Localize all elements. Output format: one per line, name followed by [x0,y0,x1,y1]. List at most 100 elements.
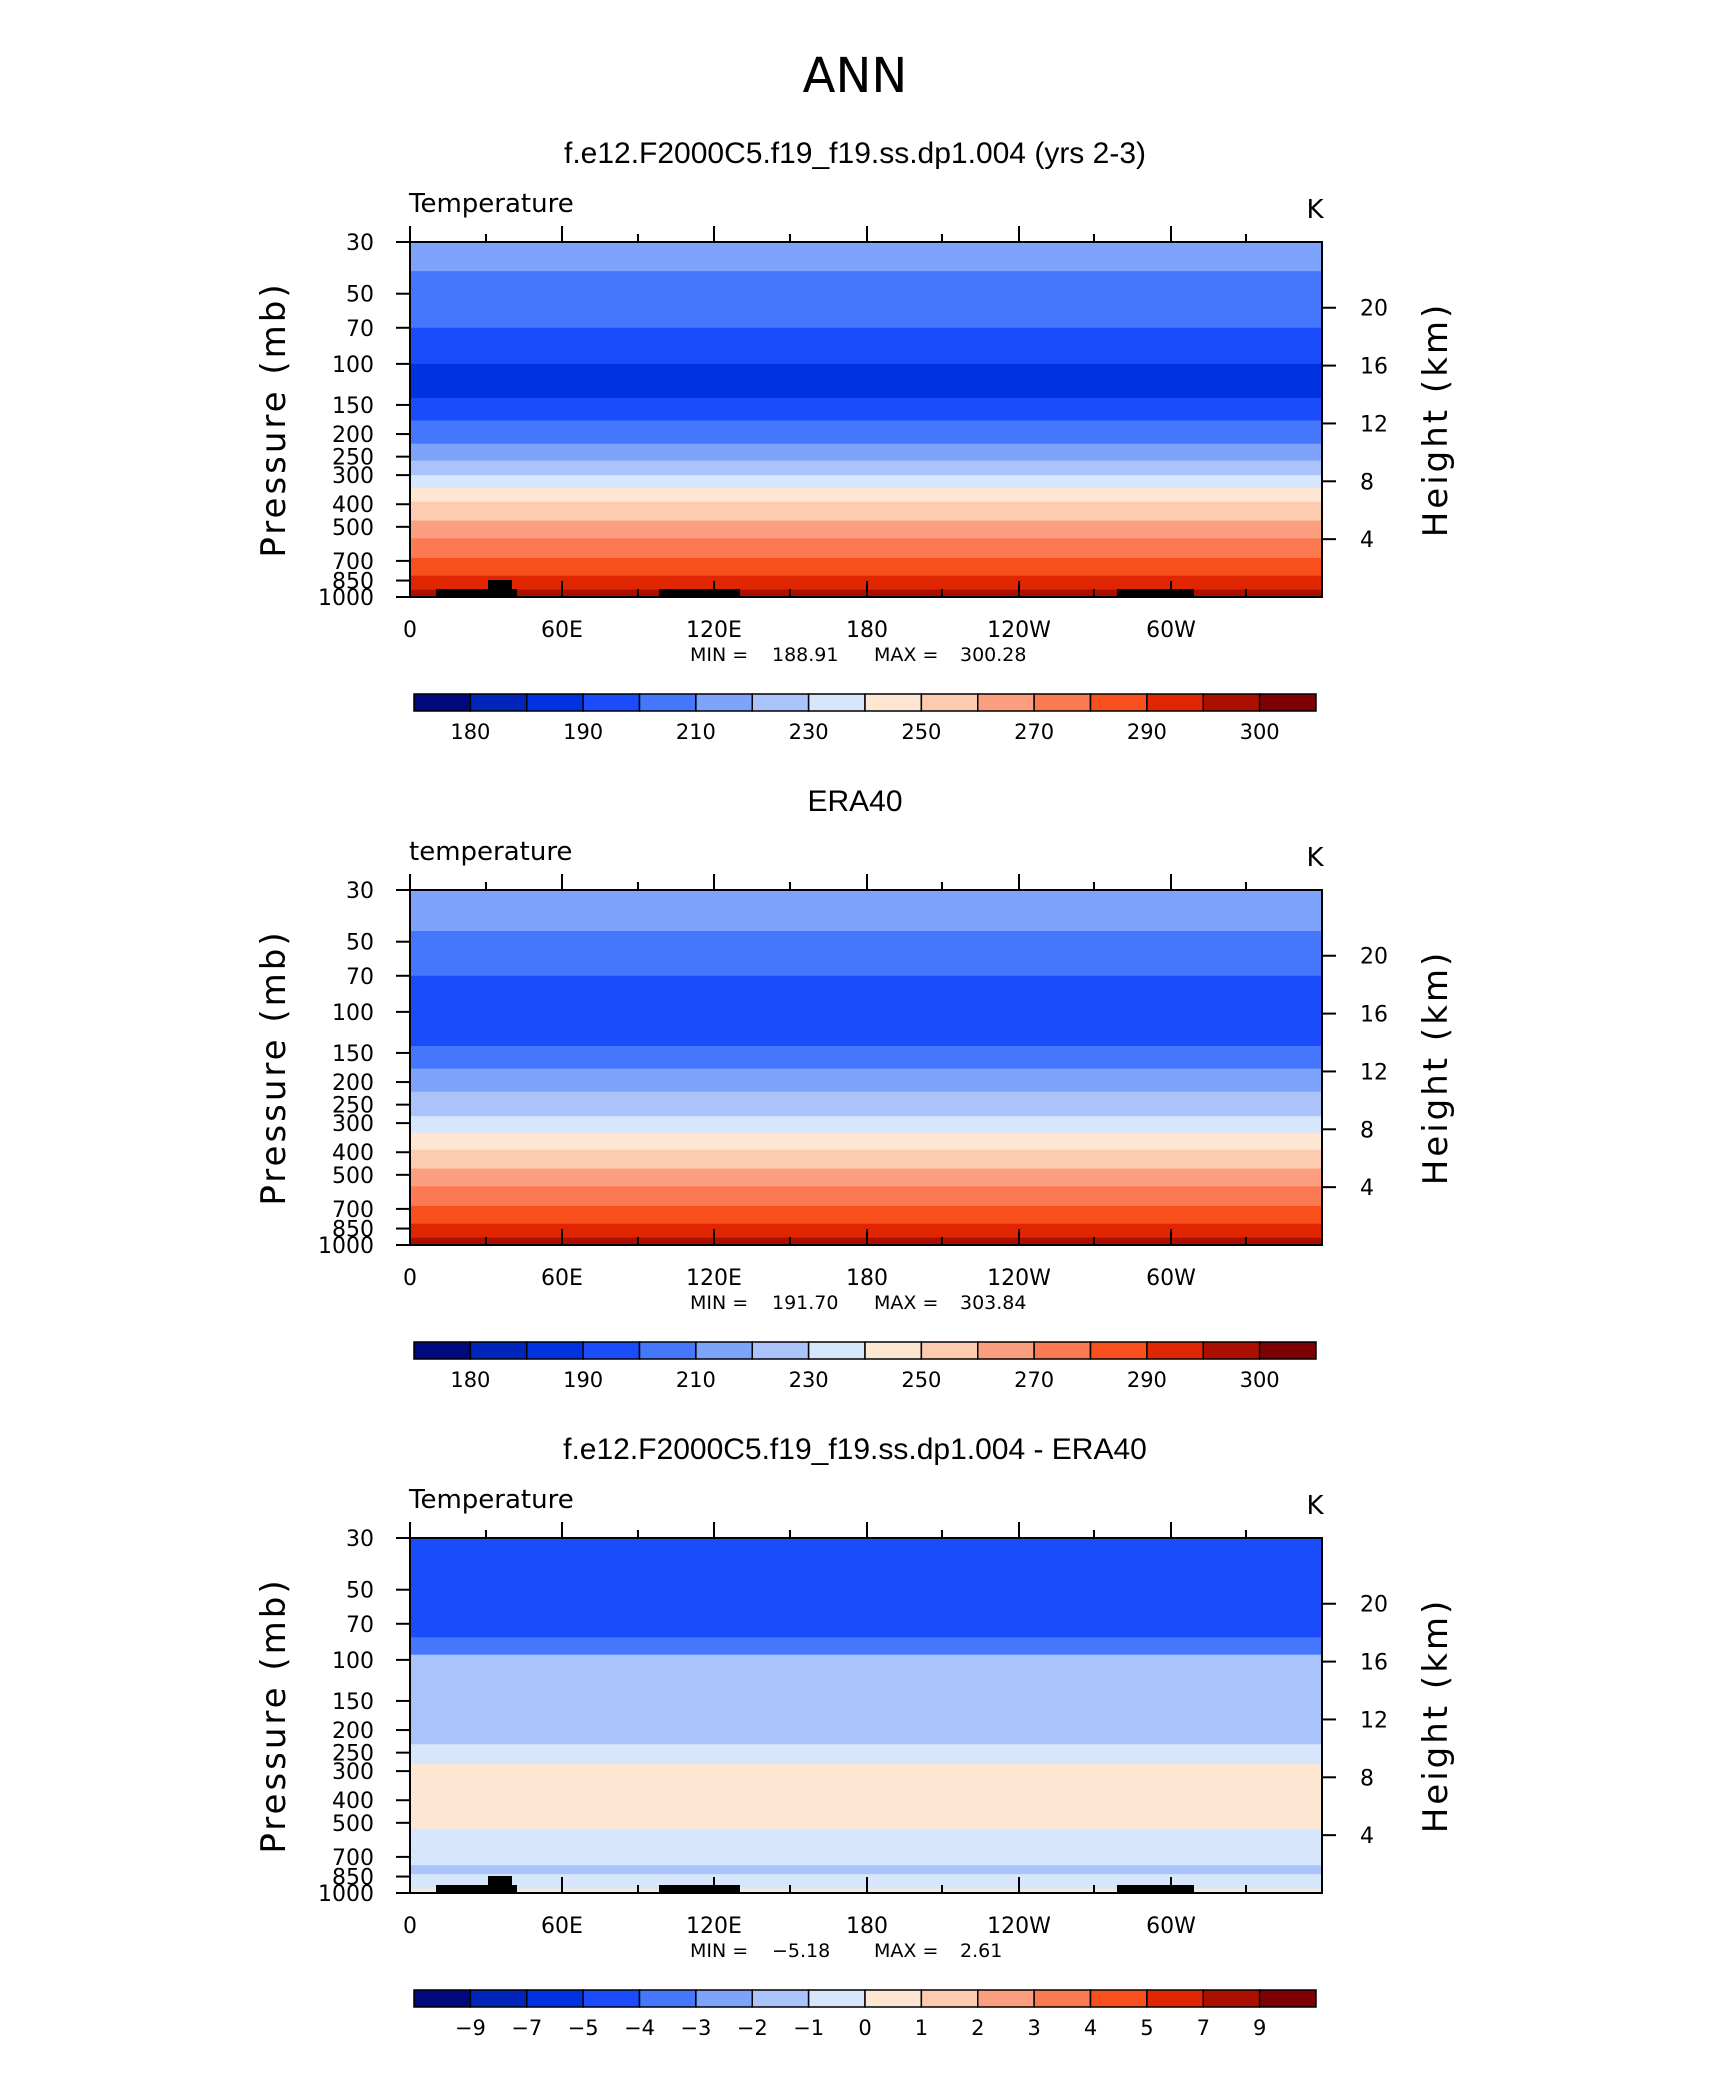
colorbar-box [1089,1341,1148,1360]
colorbar-box [977,1341,1035,1360]
y-tick-label: 200 [332,1719,374,1744]
contour-band [410,1186,1322,1207]
max-value: 300.28 [960,644,1026,666]
y-right-tick-label: 20 [1360,297,1388,322]
max-label: MAX = [874,1940,938,1962]
contour-band [410,1091,1322,1117]
colorbar-box [751,1341,810,1360]
figure-title: ANN [803,48,908,104]
colorbar-label: −1 [793,2016,824,2040]
colorbar-box [807,1341,866,1360]
colorbar-label: −9 [455,2016,486,2040]
contour-band [410,557,1322,577]
y-tick-label: 30 [346,879,374,904]
y-right-tick-label: 4 [1360,1824,1374,1849]
contour-band [410,1637,1322,1656]
colorbar-box [638,1989,697,2008]
colorbar-label: 190 [563,720,603,744]
y-right-tick-label: 16 [1360,1003,1388,1028]
contour-band [410,1132,1322,1151]
y-tick-label: 150 [332,1690,374,1715]
x-tick-label: 120W [987,1266,1051,1291]
colorbar-box [469,693,528,712]
y-tick-label: 250 [332,446,374,471]
colorbar-box [582,693,641,712]
y-tick-label: 850 [332,1866,374,1891]
contour-band [410,460,1322,476]
variable-label: Temperature [408,1485,574,1515]
y-axis-title-left: Pressure (mb) [254,929,294,1205]
colorbar: 180 190 210 230 250 270 290 300 [413,693,1317,744]
topography-mask [659,1885,740,1893]
panels: f.e12.F2000C5.f19_f19.ss.dp1.004 (yrs 2-… [254,137,1456,2040]
colorbar-label: 290 [1127,720,1167,744]
colorbar-box [582,1989,641,2008]
colorbar-label: 210 [676,1368,716,1392]
x-tick-label: 60E [541,1914,583,1939]
x-tick-label: 120E [686,1266,742,1291]
x-tick-label: 60E [541,1266,583,1291]
y-tick-label: 700 [332,1198,374,1223]
y-tick-label: 70 [346,317,374,342]
contour-band [410,1764,1322,1830]
colorbar-label: −7 [511,2016,542,2040]
colorbar-label: 5 [1140,2016,1153,2040]
colorbar-box [1258,1989,1317,2008]
y-axis-title-left: Pressure (mb) [254,281,294,557]
min-value: 191.70 [772,1292,838,1314]
colorbar-box [413,693,472,712]
topography-mask [436,1885,517,1893]
y-tick-label: 200 [332,423,374,448]
y-right-tick-label: 4 [1360,1176,1374,1201]
x-tick-label: 60E [541,618,583,643]
colorbar-box [920,1341,979,1360]
topography-mask [659,589,740,597]
contour-band [410,487,1322,503]
colorbar-box [920,693,979,712]
panel-2: ERA40 temperature K 0 60E 120E 180 120W 60W 30 50 7… [254,785,1456,1392]
colorbar-label: 250 [901,720,941,744]
colorbar-label: 300 [1240,1368,1280,1392]
y-right-tick-label: 8 [1360,470,1374,495]
colorbar-box [920,1989,979,2008]
colorbar-box [1033,693,1092,712]
colorbar-label: 270 [1014,1368,1054,1392]
y-axis-title-left: Pressure (mb) [254,1577,294,1853]
contour-band [410,890,1322,932]
contour-band [410,1744,1322,1765]
colorbar-label: 270 [1014,720,1054,744]
y-tick-label: 300 [332,464,374,489]
colorbar-label: 4 [1084,2016,1097,2040]
units-label: K [1306,195,1324,225]
colorbar-box [1089,693,1148,712]
y-axis-title-right: Height (km) [1416,302,1456,538]
topography-mask [1117,589,1194,597]
y-right-tick-label: 12 [1360,1708,1388,1733]
colorbar-box [807,693,866,712]
topography-mask [488,580,512,597]
colorbar-label: 3 [1027,2016,1040,2040]
panel-3: f.e12.F2000C5.f19_f19.ss.dp1.004 - ERA40… [254,1433,1456,2040]
min-label: MIN = [690,1940,748,1962]
contour-band [410,975,1322,1047]
y-tick-label: 50 [346,283,374,308]
contour-band [410,1149,1322,1170]
y-tick-label: 30 [346,231,374,256]
y-tick-label: 500 [332,516,374,541]
colorbar-label: 2 [971,2016,984,2040]
y-tick-label: 250 [332,1094,374,1119]
colorbar-box [864,1989,923,2008]
colorbar-label: −4 [624,2016,655,2040]
y-tick-label: 400 [332,493,374,518]
colorbar-label: 0 [858,2016,871,2040]
y-tick-label: 1000 [318,1882,374,1907]
colorbar-box [695,693,753,712]
contour-band [410,1068,1322,1093]
y-tick-label: 850 [332,1218,374,1243]
panel-title: f.e12.F2000C5.f19_f19.ss.dp1.004 (yrs 2-… [564,137,1146,170]
y-tick-label: 50 [346,931,374,956]
y-tick-label: 250 [332,1742,374,1767]
colorbar-box [638,1341,697,1360]
y-tick-label: 300 [332,1760,374,1785]
topography-mask [488,1876,512,1893]
